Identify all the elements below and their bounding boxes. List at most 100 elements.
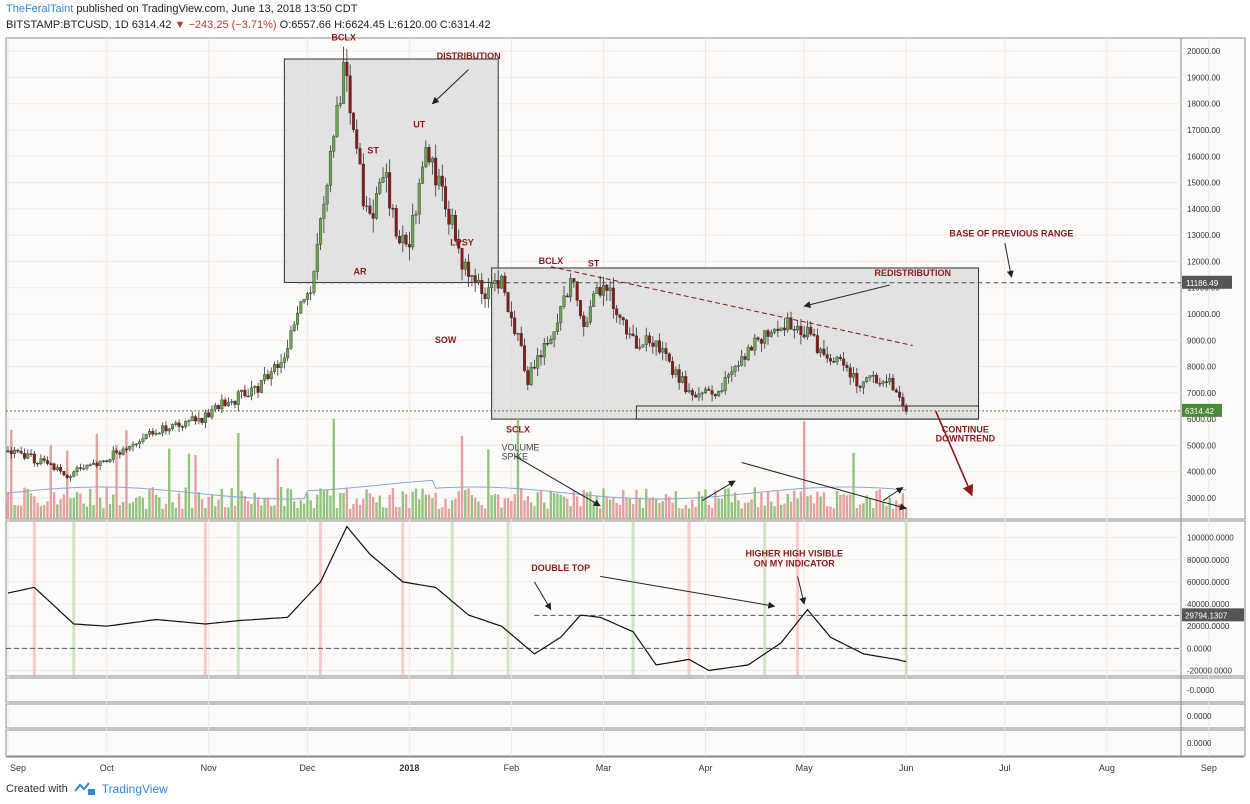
indicator-tick-label: 60000.0000 [1187,578,1230,587]
volume-bar [404,494,408,519]
candle-body [532,366,536,369]
candle-body [680,376,684,383]
volume-bar [381,507,385,519]
volume-bar [776,491,780,519]
candle-body [338,103,342,106]
candle-body [858,385,862,388]
candle-body [368,205,372,214]
candle-body [503,275,507,293]
candle-body [161,425,165,434]
author-link[interactable]: TheFeralTaint [6,3,74,15]
volume-bar [191,507,194,519]
candle-body [378,182,382,194]
tradingview-brand[interactable]: TradingView [101,782,168,796]
candle-body [296,312,300,325]
candle-body [608,287,612,291]
annotation-arrow [741,462,907,511]
volume-bar [671,502,674,519]
y-tick-label: 16000.00 [1187,152,1221,161]
candle-body [750,346,754,351]
volume-bar [845,495,849,519]
candle-body [740,356,744,366]
candle-body [677,369,681,383]
candle-body [240,389,244,392]
volume-bar [526,496,530,519]
volume-bar [82,503,85,519]
candle-body [592,293,596,307]
candle-body [374,193,378,219]
volume-bar [546,508,549,519]
candle-body [667,353,671,362]
candle-body [634,335,638,349]
volume-bar [842,494,845,519]
candle-body [490,283,494,289]
publish-header: TheFeralTaint published on TradingView.c… [6,3,357,15]
candle-body [105,460,109,463]
volume-moving-average [7,479,907,500]
candle-body [6,450,10,452]
volume-bar [572,490,576,519]
candle-body [832,360,836,363]
volume-bar [210,494,214,519]
candle-body [32,453,36,464]
candle-body [424,147,428,168]
candle-body [657,340,661,353]
volume-bar [10,429,13,519]
volume-bar [72,497,75,519]
candle-body [92,462,96,465]
candle-body [180,426,184,428]
volume-bar [388,494,391,519]
volume-bar [362,499,365,519]
candle-body [500,275,504,289]
candle-body [595,287,599,295]
volume-bar [697,491,701,519]
last-price-tag [1182,403,1222,417]
volume-bar [743,502,747,519]
volume-bar [279,487,283,519]
y-tick-label: 8000.00 [1187,363,1216,372]
candle-body [184,421,188,428]
volume-bar [812,503,816,519]
candle-body [220,399,224,410]
indicator-line [7,525,907,672]
open-value: O:6557.66 [279,19,332,31]
candle-body [684,376,688,393]
candle-body [697,393,701,398]
volume-bar [855,507,859,519]
annotation-arrow [882,487,904,502]
volume-bar [625,497,628,519]
candle-body [226,401,230,407]
annotation-label: ST [367,146,379,156]
annotation-label: SCLX [506,424,530,434]
empty-pane [5,677,1246,703]
volume-bar [835,490,839,519]
volume-bar [829,506,832,519]
volume-bar [89,488,92,519]
candle-body [430,157,434,163]
candle-body [203,412,207,423]
candle-body [88,464,92,466]
price-change: −243.25 (−3.71%) [188,19,277,31]
volume-bar [121,502,125,519]
candle-body [62,470,66,476]
candle-body [865,377,869,382]
candle-body [710,390,714,395]
volume-bar [595,496,599,519]
candle-body [141,438,145,442]
volume-bar [566,498,569,519]
candle-body [210,408,214,418]
candle-body [871,374,875,377]
volume-bar [885,505,888,519]
candle-body [523,345,527,371]
candle-body [881,381,885,384]
volume-bar [809,495,812,519]
volume-bar [533,506,536,519]
volume-bar [92,505,95,519]
candle-body [398,236,402,244]
volume-bar [332,418,335,519]
candle-body [249,387,253,397]
candle-body [22,453,26,459]
indicator-tick-label: 0.0000 [1187,644,1212,653]
indicator-annotation-label: DOUBLE TOP [531,563,590,573]
candle-body [799,325,803,336]
